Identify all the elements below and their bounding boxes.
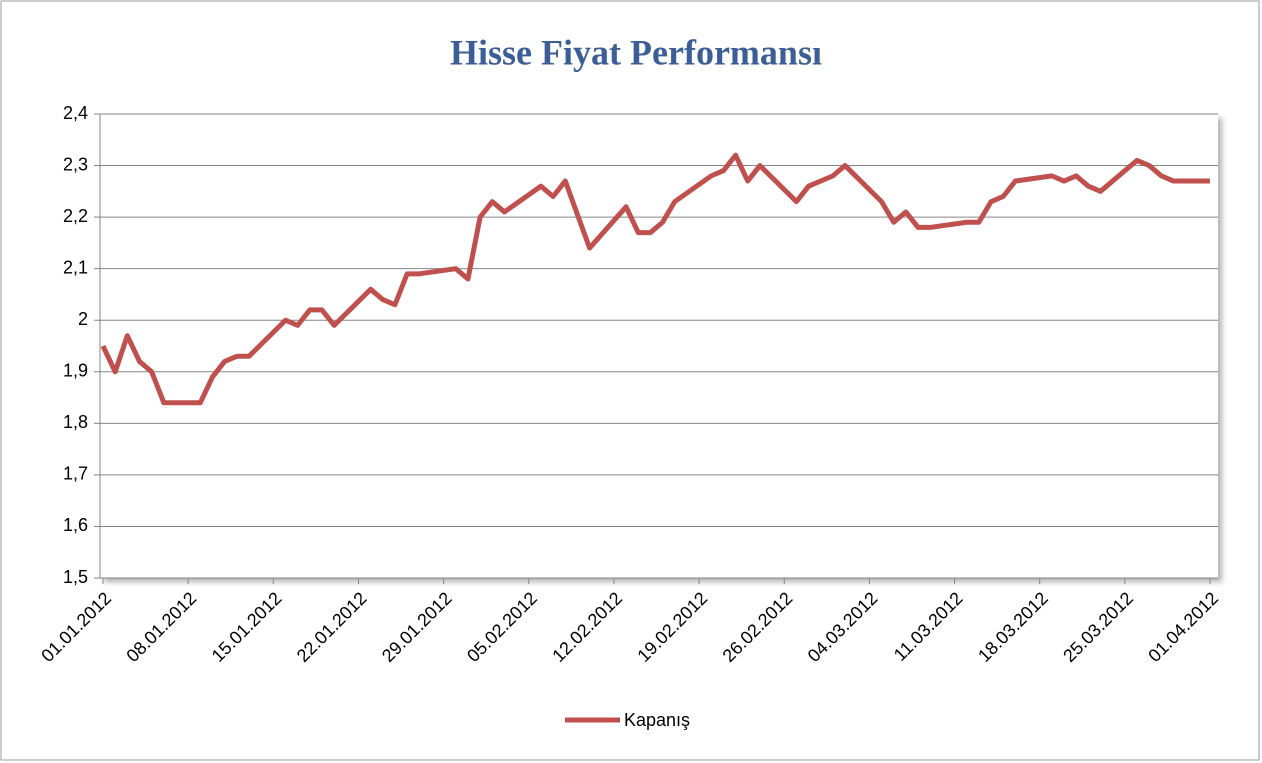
plot-area [100, 114, 1218, 578]
y-tick-label: 1,7 [63, 464, 88, 484]
y-tick-label: 1,9 [63, 361, 88, 381]
y-tick-label: 2,3 [63, 154, 88, 174]
y-tick-label: 1,8 [63, 412, 88, 432]
y-tick-label: 2,1 [63, 257, 88, 277]
y-tick-label: 2,2 [63, 206, 88, 226]
chart-title: Hisse Fiyat Performansı [450, 32, 822, 72]
y-tick-label: 2,4 [63, 103, 88, 123]
data-line [100, 152, 1210, 406]
y-tick-label: 1,6 [63, 515, 88, 535]
y-tick-label: 2 [78, 309, 88, 329]
legend-label: Kapanış [624, 710, 690, 730]
y-tick-label: 1,5 [63, 567, 88, 587]
